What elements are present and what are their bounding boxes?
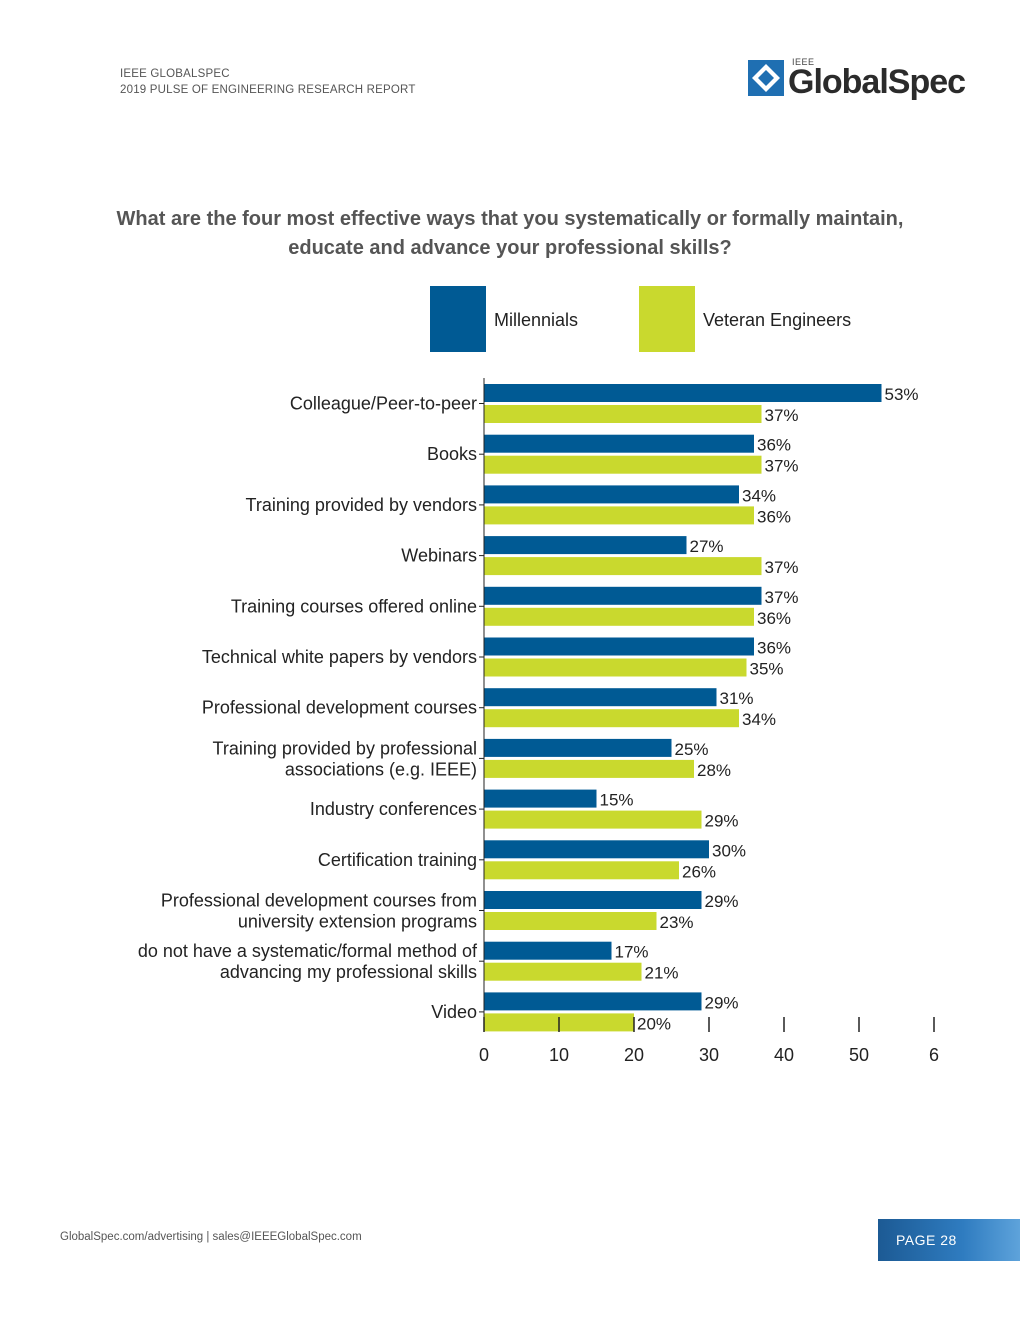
x-tick-label-4: 40 (774, 1045, 794, 1065)
bar-millennials-12 (484, 992, 702, 1011)
header-line-2: 2019 PULSE OF ENGINEERING RESEARCH REPOR… (120, 84, 416, 96)
chart-title-line-1: What are the four most effective ways th… (116, 208, 904, 230)
bar-veterans-6 (484, 709, 739, 728)
x-tick-label-1: 10 (549, 1045, 569, 1065)
bar-veterans-4 (484, 607, 754, 626)
data-label-millennials-1: 36% (757, 436, 791, 455)
legend-swatch-veterans (639, 286, 695, 352)
x-tick-label-0: 0 (479, 1045, 489, 1065)
data-label-millennials-0: 53% (885, 385, 919, 404)
category-label-0: Colleague/Peer-to-peer (290, 394, 477, 414)
category-label-8: Industry conferences (310, 799, 477, 819)
bar-veterans-11 (484, 962, 642, 981)
bar-veterans-0 (484, 405, 762, 423)
data-label-veterans-7: 28% (697, 761, 731, 780)
data-label-millennials-2: 34% (742, 486, 776, 505)
data-label-millennials-6: 31% (720, 689, 754, 708)
category-label-11-line-0: do not have a systematic/formal method o… (138, 941, 478, 961)
bar-millennials-1 (484, 434, 754, 453)
data-label-veterans-9: 26% (682, 862, 716, 881)
x-tick-label-3: 30 (699, 1045, 719, 1065)
globalspec-logo: IEEE GlobalSpec (748, 55, 968, 110)
data-label-veterans-8: 29% (705, 812, 739, 831)
data-label-millennials-10: 29% (705, 892, 739, 911)
x-tick-label-6: 6 (929, 1045, 939, 1065)
category-label-7-line-1: associations (e.g. IEEE) (285, 759, 477, 779)
bar-millennials-6 (484, 688, 717, 707)
data-label-veterans-0: 37% (765, 406, 799, 425)
category-label-2: Training provided by vendors (246, 495, 477, 515)
chart-title-line-2: educate and advance your professional sk… (288, 237, 732, 259)
bar-veterans-2 (484, 506, 754, 525)
data-label-millennials-4: 37% (765, 588, 799, 607)
bar-millennials-8 (484, 789, 597, 808)
diamond-logo-icon (748, 60, 784, 96)
data-label-veterans-5: 35% (750, 660, 784, 679)
logo-wordmark: GlobalSpec (788, 63, 966, 101)
data-label-millennials-9: 30% (712, 841, 746, 860)
data-label-millennials-8: 15% (600, 791, 634, 810)
data-label-veterans-2: 36% (757, 507, 791, 526)
category-label-12: Video (431, 1002, 477, 1022)
bar-millennials-3 (484, 536, 687, 555)
data-label-millennials-11: 17% (615, 943, 649, 962)
bar-veterans-8 (484, 810, 702, 829)
x-tick-label-2: 20 (624, 1045, 644, 1065)
bar-veterans-1 (484, 455, 762, 474)
bar-millennials-7 (484, 738, 672, 757)
header-line-1: IEEE GLOBALSPEC (120, 68, 230, 80)
category-label-5: Technical white papers by vendors (202, 647, 477, 667)
data-label-veterans-4: 36% (757, 609, 791, 628)
legend-swatch-millennials (430, 286, 486, 352)
data-label-veterans-1: 37% (765, 457, 799, 476)
category-label-10-line-1: university extension programs (238, 912, 477, 932)
category-label-4: Training courses offered online (231, 596, 477, 616)
page-number-badge: PAGE 28 (878, 1219, 1020, 1261)
x-tick-label-5: 50 (849, 1045, 869, 1065)
category-label-7-line-0: Training provided by professional (213, 738, 477, 758)
category-label-10-line-0: Professional development courses from (161, 891, 477, 911)
bar-millennials-4 (484, 586, 762, 605)
data-label-veterans-3: 37% (765, 558, 799, 577)
legend-label-veterans: Veteran Engineers (703, 310, 852, 330)
bar-veterans-9 (484, 861, 679, 880)
footer-links[interactable]: GlobalSpec.com/advertising | sales@IEEEG… (60, 1231, 362, 1243)
category-label-9: Certification training (318, 850, 477, 870)
bar-millennials-5 (484, 637, 754, 656)
bar-millennials-11 (484, 941, 612, 960)
legend-label-millennials: Millennials (494, 310, 579, 330)
category-label-3: Webinars (401, 546, 477, 566)
bar-veterans-10 (484, 912, 657, 930)
data-label-millennials-7: 25% (675, 740, 709, 759)
report-header: IEEE GLOBALSPEC 2019 PULSE OF ENGINEERIN… (120, 66, 416, 98)
data-label-millennials-3: 27% (690, 537, 724, 556)
bar-veterans-7 (484, 759, 694, 778)
category-label-6: Professional development courses (202, 698, 477, 718)
data-label-veterans-6: 34% (742, 710, 776, 729)
bar-millennials-10 (484, 891, 702, 909)
data-label-millennials-12: 29% (705, 993, 739, 1012)
chart-title: What are the four most effective ways th… (50, 205, 970, 263)
bar-millennials-0 (484, 384, 882, 402)
data-label-millennials-5: 36% (757, 639, 791, 658)
data-label-veterans-10: 23% (660, 913, 694, 932)
data-label-veterans-12: 20% (637, 1014, 671, 1033)
category-label-1: Books (427, 444, 477, 464)
logo-superscript: IEEE (792, 57, 815, 67)
bar-veterans-5 (484, 658, 747, 677)
data-label-veterans-11: 21% (645, 964, 679, 983)
bar-millennials-9 (484, 840, 709, 859)
bar-veterans-3 (484, 557, 762, 576)
category-label-11-line-1: advancing my professional skills (220, 962, 477, 982)
bar-millennials-2 (484, 485, 739, 504)
